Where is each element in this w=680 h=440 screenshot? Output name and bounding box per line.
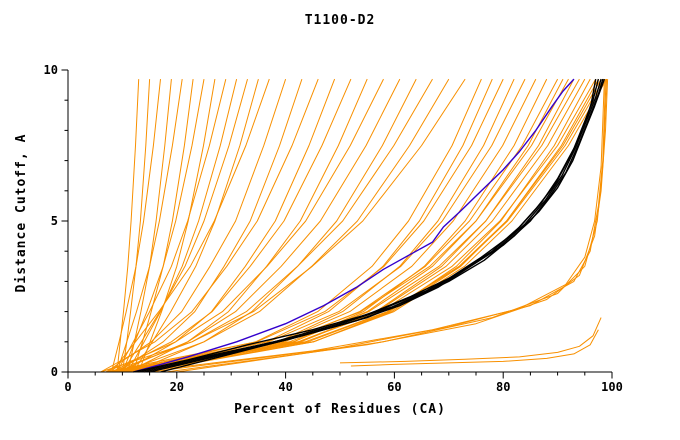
predictions-curve xyxy=(132,79,194,373)
predictions-curve xyxy=(106,78,569,373)
predictions-curve xyxy=(138,79,605,373)
predictions-curve xyxy=(100,78,466,373)
axes xyxy=(61,69,613,379)
predictions-curve xyxy=(133,78,608,373)
predictions-curve xyxy=(116,78,227,373)
predictions-curve xyxy=(127,78,564,373)
predictions-curve xyxy=(111,78,352,373)
predictions-curve xyxy=(105,78,287,373)
predictions-curve xyxy=(127,78,238,373)
predictions-curve xyxy=(116,78,559,373)
predictions-curves-group xyxy=(100,78,609,373)
predictions-curve xyxy=(138,79,216,373)
predictions-curve xyxy=(122,78,605,373)
x-tick-label: 100 xyxy=(601,380,623,394)
predictions-curve xyxy=(132,78,259,373)
x-tick-label: 60 xyxy=(387,380,401,394)
y-tick-label: 10 xyxy=(44,63,58,77)
best_models-curve xyxy=(160,78,606,373)
predictions-curve xyxy=(116,79,183,373)
best_models-curves-group xyxy=(133,78,606,373)
predictions-curve xyxy=(127,78,602,373)
best_models-curve xyxy=(144,78,602,373)
x-axis-label: Percent of Residues (CA) xyxy=(234,402,446,417)
highlight_model-curve xyxy=(133,78,575,373)
chart-title: T1100-D2 xyxy=(304,13,376,28)
predictions-curve xyxy=(105,78,384,373)
predictions-curve xyxy=(111,79,161,373)
predictions-curve xyxy=(106,78,504,373)
predictions-curve xyxy=(176,79,608,373)
predictions-curve xyxy=(133,78,575,373)
highlight_model-curves-group xyxy=(133,78,575,373)
x-tick-label: 40 xyxy=(278,380,292,394)
best_models-curve xyxy=(133,78,597,373)
predictions-curve xyxy=(116,78,303,373)
predictions-curve xyxy=(116,78,401,373)
predictions-curve xyxy=(100,78,319,373)
y-tick-label: 5 xyxy=(51,214,58,228)
predictions-curve xyxy=(116,78,597,373)
x-tick-label: 0 xyxy=(64,380,71,394)
predictions-curve xyxy=(121,78,248,373)
predictions-curve xyxy=(350,329,599,367)
x-tick-label: 80 xyxy=(496,380,510,394)
predictions-curve xyxy=(111,78,270,373)
predictions-curve xyxy=(339,317,602,364)
predictions-curve xyxy=(111,78,580,373)
predictions-curve xyxy=(116,79,140,373)
x-tick-label: 20 xyxy=(170,380,184,394)
y-tick-label: 0 xyxy=(51,365,58,379)
predictions-curve xyxy=(111,78,526,373)
